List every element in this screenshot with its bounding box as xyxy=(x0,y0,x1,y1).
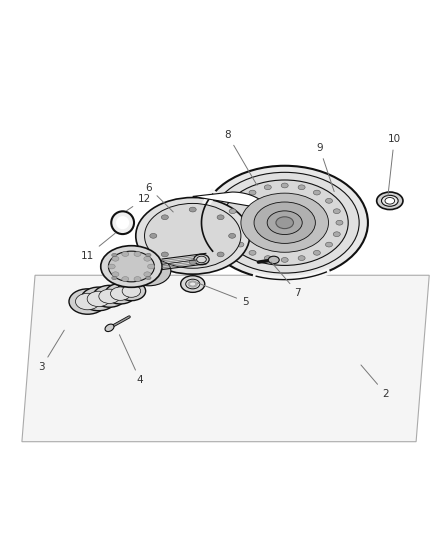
Polygon shape xyxy=(22,275,429,442)
Ellipse shape xyxy=(229,233,236,238)
Ellipse shape xyxy=(69,289,106,314)
Ellipse shape xyxy=(105,324,114,332)
Ellipse shape xyxy=(281,257,288,262)
Text: 9: 9 xyxy=(316,143,334,191)
Ellipse shape xyxy=(146,253,151,257)
Ellipse shape xyxy=(231,225,255,242)
Ellipse shape xyxy=(226,220,233,225)
Ellipse shape xyxy=(237,242,244,247)
Ellipse shape xyxy=(268,256,279,264)
Ellipse shape xyxy=(321,203,354,225)
Ellipse shape xyxy=(99,289,120,303)
Ellipse shape xyxy=(223,220,263,247)
Ellipse shape xyxy=(229,232,236,237)
Ellipse shape xyxy=(241,193,328,252)
Ellipse shape xyxy=(189,207,196,212)
Ellipse shape xyxy=(93,285,126,307)
Ellipse shape xyxy=(256,204,313,242)
Ellipse shape xyxy=(122,277,129,281)
Ellipse shape xyxy=(194,254,209,265)
Ellipse shape xyxy=(245,197,324,249)
Ellipse shape xyxy=(134,252,141,256)
Ellipse shape xyxy=(105,284,136,304)
Ellipse shape xyxy=(381,195,398,206)
Text: 5: 5 xyxy=(198,283,249,306)
Ellipse shape xyxy=(146,276,151,280)
Ellipse shape xyxy=(237,198,244,203)
Ellipse shape xyxy=(117,281,145,301)
Ellipse shape xyxy=(276,217,293,229)
Ellipse shape xyxy=(385,198,395,204)
Polygon shape xyxy=(193,192,269,209)
Ellipse shape xyxy=(333,232,340,237)
Text: 4: 4 xyxy=(120,335,144,385)
Ellipse shape xyxy=(186,279,200,289)
Ellipse shape xyxy=(122,252,129,256)
Ellipse shape xyxy=(249,251,256,255)
Ellipse shape xyxy=(201,166,368,280)
Text: 11: 11 xyxy=(81,233,115,261)
Ellipse shape xyxy=(111,211,134,234)
Ellipse shape xyxy=(210,172,359,273)
Ellipse shape xyxy=(264,185,271,190)
Ellipse shape xyxy=(229,209,236,214)
Ellipse shape xyxy=(180,276,205,292)
Ellipse shape xyxy=(148,264,155,269)
Text: 2: 2 xyxy=(361,365,389,399)
Ellipse shape xyxy=(127,256,171,286)
Ellipse shape xyxy=(144,256,151,261)
Text: 8: 8 xyxy=(224,130,257,185)
Ellipse shape xyxy=(298,256,305,261)
Ellipse shape xyxy=(110,287,131,301)
Ellipse shape xyxy=(81,287,116,311)
Ellipse shape xyxy=(313,251,320,255)
Ellipse shape xyxy=(161,215,168,220)
Text: 3: 3 xyxy=(38,330,64,372)
Ellipse shape xyxy=(136,198,250,274)
Ellipse shape xyxy=(254,202,315,244)
Ellipse shape xyxy=(325,198,332,203)
Ellipse shape xyxy=(112,256,119,261)
Ellipse shape xyxy=(315,199,359,229)
Ellipse shape xyxy=(377,192,403,209)
Ellipse shape xyxy=(249,190,256,195)
Ellipse shape xyxy=(313,190,320,195)
Ellipse shape xyxy=(264,256,271,261)
Text: 12: 12 xyxy=(127,193,151,211)
Ellipse shape xyxy=(112,276,117,280)
Ellipse shape xyxy=(221,180,348,265)
Ellipse shape xyxy=(134,277,141,281)
Ellipse shape xyxy=(101,246,162,287)
Ellipse shape xyxy=(333,209,340,214)
Ellipse shape xyxy=(112,272,119,277)
Ellipse shape xyxy=(150,233,157,238)
Ellipse shape xyxy=(116,216,129,229)
Ellipse shape xyxy=(108,264,115,269)
Ellipse shape xyxy=(325,242,332,247)
Ellipse shape xyxy=(87,291,110,306)
Ellipse shape xyxy=(281,183,288,188)
Ellipse shape xyxy=(189,260,196,264)
Ellipse shape xyxy=(197,256,206,263)
Ellipse shape xyxy=(161,252,168,257)
Text: 7: 7 xyxy=(271,262,301,298)
Text: 10: 10 xyxy=(388,134,401,196)
Ellipse shape xyxy=(267,211,302,235)
Ellipse shape xyxy=(336,220,343,225)
Ellipse shape xyxy=(144,272,151,277)
Ellipse shape xyxy=(75,293,100,310)
Ellipse shape xyxy=(112,253,117,257)
Ellipse shape xyxy=(145,204,241,268)
Ellipse shape xyxy=(122,285,141,297)
Text: 6: 6 xyxy=(145,183,173,212)
Ellipse shape xyxy=(217,216,269,252)
Ellipse shape xyxy=(217,252,224,257)
Ellipse shape xyxy=(108,251,154,282)
Ellipse shape xyxy=(298,185,305,190)
Ellipse shape xyxy=(217,215,224,220)
